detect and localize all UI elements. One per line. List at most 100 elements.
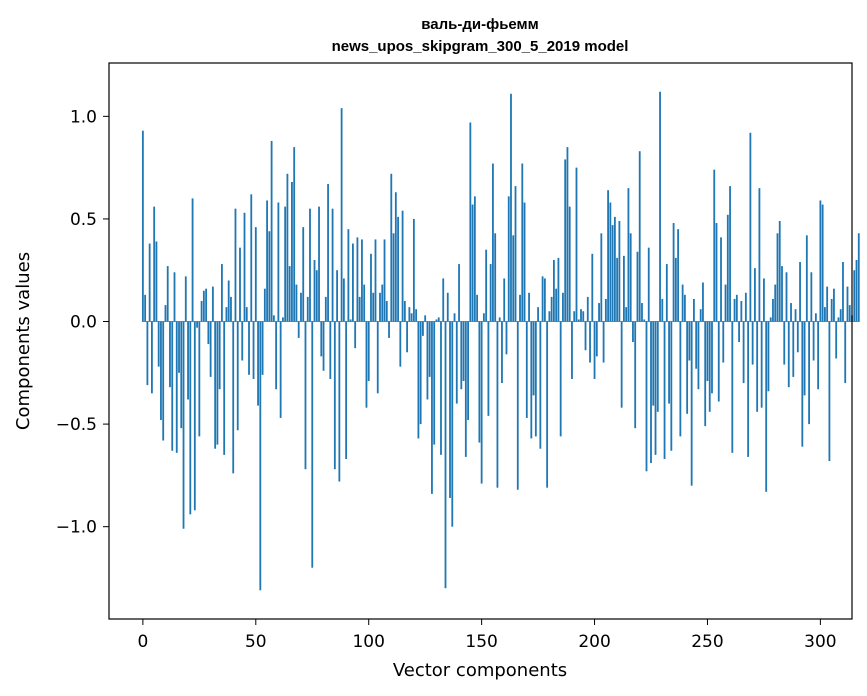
bar-142	[462, 321, 465, 382]
bar-113	[397, 216, 399, 322]
bar-159	[501, 321, 503, 384]
bar-4	[151, 321, 153, 394]
bar-73	[306, 296, 309, 322]
bar-154	[489, 264, 492, 322]
y-tick-label: 0.0	[70, 313, 97, 333]
bar-295	[808, 321, 810, 425]
bar-57	[270, 140, 273, 322]
x-axis: 0 50 100 150 200 250 300	[137, 619, 837, 652]
bar-41	[234, 208, 237, 322]
bar-122	[417, 321, 420, 439]
bar-293	[803, 321, 806, 396]
bar-300	[819, 200, 822, 322]
bar-250	[706, 321, 709, 382]
bar-192	[575, 167, 578, 322]
bar-32	[214, 321, 217, 449]
bar-94	[354, 321, 357, 349]
bar-117	[406, 321, 409, 353]
bar-204	[602, 321, 605, 363]
bar-231	[663, 321, 666, 459]
bar-88	[340, 108, 343, 322]
bar-262	[733, 298, 736, 322]
bar-138	[453, 313, 456, 322]
bar-145	[469, 122, 472, 322]
bar-307	[835, 321, 838, 359]
bar-303	[826, 286, 829, 322]
bar-90	[345, 321, 348, 459]
x-tick-label: 150	[465, 632, 497, 652]
bar-208	[611, 225, 614, 322]
bar-61	[279, 321, 282, 418]
bar-212	[620, 321, 623, 408]
bar-107	[383, 239, 386, 322]
bar-290	[796, 321, 799, 353]
bar-80	[322, 321, 325, 371]
bar-98	[363, 284, 366, 322]
bar-176	[539, 321, 542, 449]
bar-153	[487, 321, 490, 416]
bar-182	[552, 259, 555, 322]
bar-315	[853, 270, 856, 322]
bar-285	[785, 272, 788, 322]
bar-137	[451, 321, 454, 527]
bar-112	[394, 192, 397, 322]
bar-188	[566, 147, 569, 322]
bar-217	[632, 321, 634, 343]
bar-235	[672, 223, 675, 322]
bar-26	[200, 300, 203, 322]
bar-93	[352, 243, 354, 322]
bar-158	[498, 317, 501, 322]
bar-199	[591, 253, 594, 322]
bar-316	[855, 259, 858, 322]
bar-56	[268, 231, 271, 322]
bar-105	[379, 292, 381, 322]
bar-25	[198, 321, 201, 437]
bar-28	[205, 288, 208, 322]
bar-49	[252, 321, 255, 379]
bar-84	[331, 208, 334, 322]
bar-58	[272, 315, 275, 322]
x-tick-label: 200	[578, 632, 610, 652]
bar-96	[358, 296, 361, 322]
x-tick-label: 300	[804, 632, 836, 652]
x-axis-label: Vector components	[393, 660, 567, 681]
bar-34	[218, 321, 221, 390]
bar-59	[275, 321, 278, 390]
bar-82	[327, 184, 329, 322]
bar-165	[514, 186, 517, 322]
bar-200	[593, 321, 596, 379]
bar-125	[424, 315, 427, 322]
bar-309	[839, 309, 842, 322]
bar-248	[702, 282, 704, 322]
bar-134	[444, 321, 447, 589]
bar-10	[164, 305, 167, 322]
bar-9	[162, 321, 165, 441]
bar-268	[747, 321, 750, 457]
bar-288	[792, 321, 795, 377]
bar-164	[512, 235, 515, 322]
bar-304	[828, 321, 831, 462]
bar-5	[153, 206, 156, 322]
bar-219	[636, 251, 639, 322]
x-tick-label: 0	[137, 632, 148, 652]
bar-65	[288, 266, 291, 322]
bar-234	[670, 321, 673, 451]
bar-155	[492, 163, 494, 322]
bar-187	[564, 159, 567, 322]
bar-51	[257, 321, 259, 406]
bar-1	[144, 294, 147, 322]
bar-60	[277, 202, 280, 322]
bar-215	[627, 188, 630, 322]
bar-133	[442, 278, 445, 322]
bar-310	[842, 262, 844, 322]
bar-236	[674, 257, 677, 322]
bar-172	[530, 321, 533, 439]
bar-179	[546, 321, 549, 488]
bar-86	[336, 270, 338, 322]
bar-240	[683, 294, 686, 322]
bar-97	[361, 239, 363, 322]
bar-52	[259, 321, 262, 591]
bar-106	[381, 284, 384, 322]
bar-79	[320, 321, 323, 357]
bar-99	[365, 321, 368, 408]
